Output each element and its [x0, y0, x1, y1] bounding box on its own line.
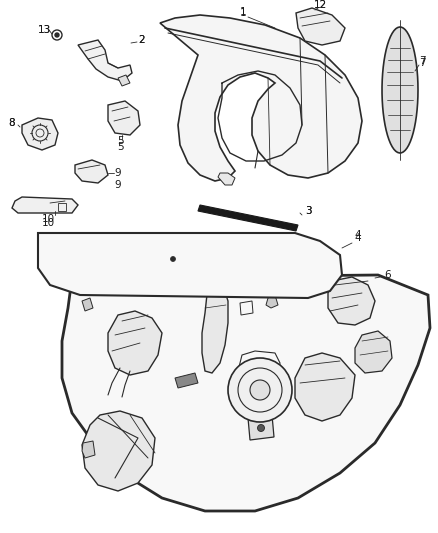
Polygon shape	[38, 233, 342, 298]
Text: 8: 8	[9, 118, 15, 128]
Polygon shape	[82, 441, 95, 458]
Polygon shape	[108, 311, 162, 375]
Polygon shape	[218, 173, 235, 185]
Text: 7: 7	[419, 58, 425, 68]
Polygon shape	[248, 415, 274, 440]
Text: 5: 5	[117, 136, 124, 146]
Text: 6: 6	[385, 270, 391, 280]
Circle shape	[170, 256, 176, 262]
Polygon shape	[12, 197, 78, 213]
Text: 3: 3	[305, 206, 311, 216]
Text: 13: 13	[37, 25, 51, 35]
Polygon shape	[296, 8, 345, 45]
Polygon shape	[328, 277, 375, 325]
Circle shape	[228, 358, 292, 422]
Text: 10: 10	[42, 214, 55, 224]
Text: 4: 4	[355, 233, 361, 243]
Polygon shape	[78, 40, 132, 81]
Text: 9: 9	[115, 180, 121, 190]
Polygon shape	[266, 295, 278, 308]
Text: 12: 12	[313, 0, 327, 10]
Polygon shape	[202, 283, 228, 373]
Circle shape	[250, 380, 270, 400]
Text: 1: 1	[240, 8, 246, 18]
Text: 2: 2	[139, 35, 145, 45]
Polygon shape	[355, 331, 392, 373]
Text: 3: 3	[305, 206, 311, 216]
Text: 12: 12	[313, 0, 327, 10]
Text: 9: 9	[115, 168, 121, 178]
Polygon shape	[295, 353, 355, 421]
Polygon shape	[108, 101, 140, 135]
Polygon shape	[382, 27, 418, 153]
Text: 1: 1	[240, 7, 246, 17]
Text: 5: 5	[117, 142, 124, 152]
Polygon shape	[62, 275, 430, 511]
Text: 13: 13	[37, 25, 51, 35]
Text: 8: 8	[9, 118, 15, 128]
Text: 2: 2	[139, 35, 145, 45]
Polygon shape	[82, 298, 93, 311]
Polygon shape	[198, 205, 298, 231]
Circle shape	[258, 424, 265, 432]
Polygon shape	[175, 373, 198, 388]
Text: 7: 7	[419, 56, 425, 66]
Text: 4: 4	[355, 230, 361, 240]
Polygon shape	[55, 258, 67, 271]
Polygon shape	[160, 243, 186, 277]
Circle shape	[55, 33, 59, 37]
Polygon shape	[160, 15, 362, 181]
Polygon shape	[82, 411, 155, 491]
Polygon shape	[22, 118, 58, 150]
Polygon shape	[75, 160, 108, 183]
Text: 10: 10	[42, 218, 55, 228]
Polygon shape	[118, 75, 130, 86]
